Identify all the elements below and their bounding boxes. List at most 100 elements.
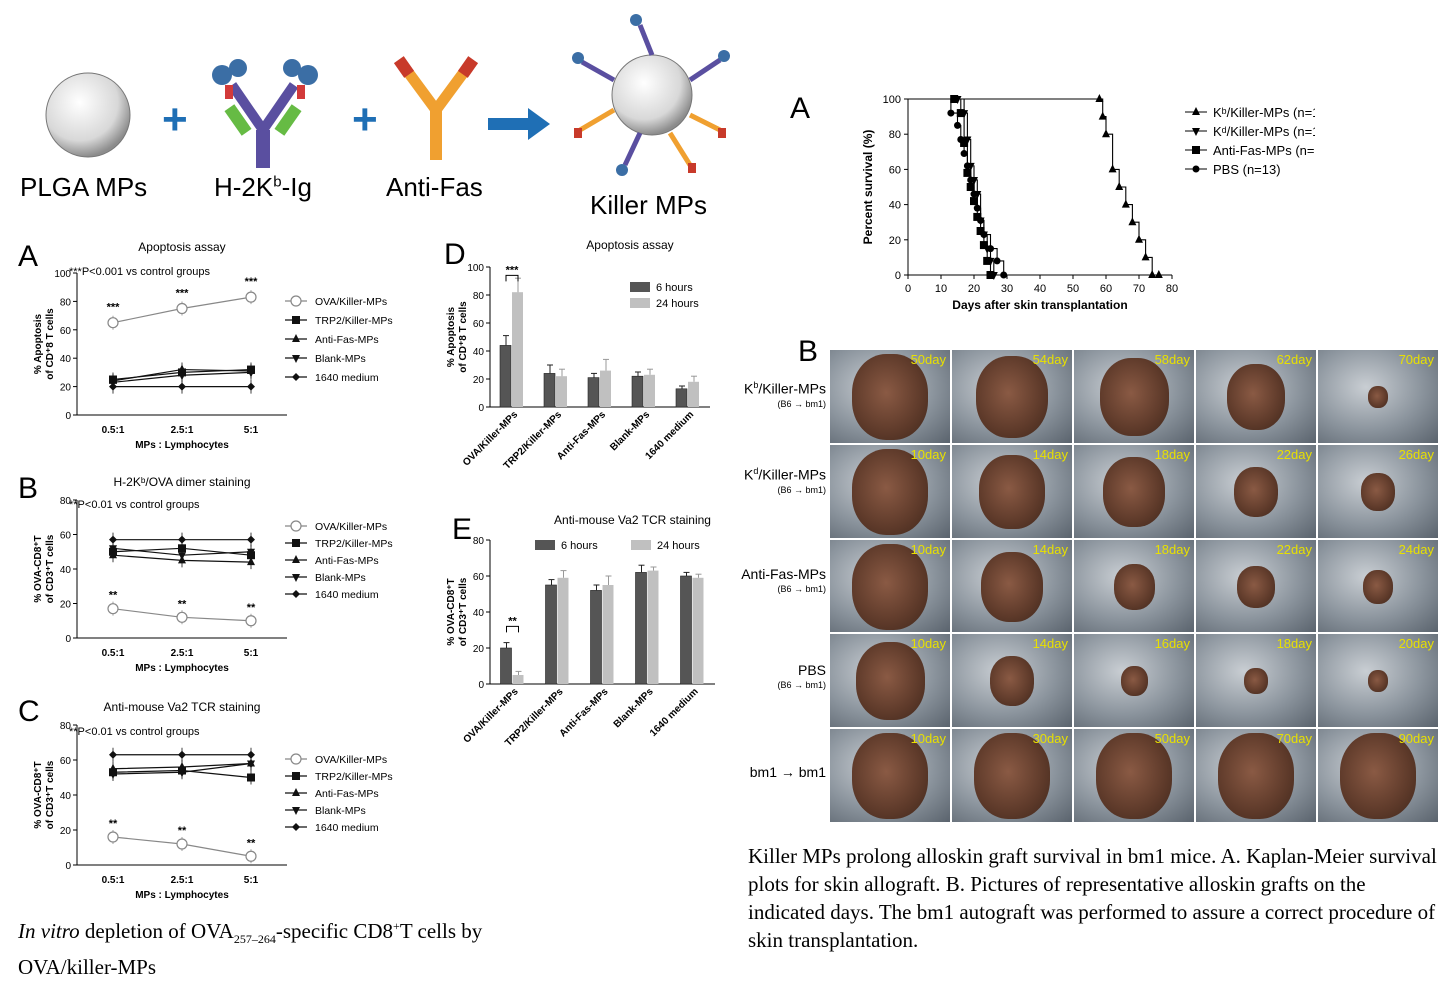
bar bbox=[692, 577, 704, 684]
survival-point bbox=[1135, 234, 1143, 243]
y-axis-label: % Apoptosisof CD⁺8 T cells bbox=[33, 308, 56, 380]
day-label: 30day bbox=[1032, 731, 1068, 747]
survival-step-line bbox=[908, 98, 992, 275]
panel-letter-right-b: B bbox=[798, 335, 819, 368]
skin-graft bbox=[974, 733, 1050, 820]
skin-graft bbox=[1362, 569, 1394, 604]
chart-title: Anti-mouse Va2 TCR staining bbox=[554, 513, 711, 527]
y-axis-label: % OVA-CD8⁺Tof CD3⁺T cells bbox=[33, 534, 56, 603]
graft-photo: 20day bbox=[1318, 634, 1438, 728]
caption-left: In vitro depletion of OVA257–264-specifi… bbox=[18, 919, 483, 980]
x-tick-label: 1640 medium bbox=[648, 686, 701, 739]
survival-point bbox=[973, 204, 981, 212]
panel-letter-right-a: A bbox=[790, 92, 811, 125]
skin-graft bbox=[1233, 466, 1279, 517]
skin-graft bbox=[1361, 472, 1395, 511]
survival-point bbox=[1102, 129, 1110, 138]
x-tick-label: 80 bbox=[1166, 283, 1178, 295]
legend-label: 1640 medium bbox=[315, 372, 379, 384]
x-tick-label: 2.5:1 bbox=[171, 648, 194, 659]
skin-graft bbox=[1237, 565, 1275, 608]
survival-point bbox=[1141, 252, 1150, 261]
graft-photo-grid: 50day 54day 58day 62day 70day 10day 14day 18day… bbox=[830, 350, 1438, 822]
significance-mark: *** bbox=[245, 276, 259, 288]
graft-row-label: Anti-Fas-MPs (B6 → bm1) bbox=[741, 566, 826, 594]
skin-graft bbox=[975, 356, 1049, 438]
y-tick-label: 100 bbox=[883, 94, 901, 106]
survival-point bbox=[1128, 217, 1137, 226]
skin-graft bbox=[989, 656, 1035, 707]
y-tick-label: 80 bbox=[889, 129, 901, 141]
x-tick-label: 20 bbox=[968, 283, 980, 295]
legend-marker bbox=[292, 355, 300, 363]
day-label: 22day bbox=[1276, 541, 1312, 557]
x-tick-label: 10 bbox=[935, 283, 947, 295]
significance-mark: ** bbox=[247, 602, 256, 614]
survival-point bbox=[957, 135, 965, 143]
chart-d-apoptosis-bars: Apoptosis assay 0 20 40 60 80 100 % Apoptosisof… bbox=[446, 238, 710, 472]
graft-photo: 22day bbox=[1196, 539, 1316, 633]
bar bbox=[557, 577, 569, 684]
day-label: 18day bbox=[1154, 541, 1190, 557]
significance-mark: ** bbox=[178, 825, 187, 837]
arrow-right-icon bbox=[488, 108, 550, 140]
legend-marker bbox=[292, 539, 300, 547]
bar bbox=[631, 375, 644, 408]
skin-graft bbox=[1099, 358, 1169, 436]
panel-letter-a: A bbox=[18, 240, 39, 273]
day-label: 24day bbox=[1398, 541, 1434, 557]
skin-graft bbox=[1218, 733, 1294, 820]
data-point bbox=[109, 771, 117, 779]
legend-marker bbox=[1192, 107, 1200, 115]
survival-point bbox=[963, 162, 971, 170]
legend-swatch bbox=[535, 540, 555, 550]
x-tick-label: 2.5:1 bbox=[171, 875, 194, 886]
graft-row-label: PBS (B6 → bm1) bbox=[777, 662, 826, 690]
data-point bbox=[245, 615, 257, 627]
skin-graft bbox=[979, 454, 1045, 529]
bar bbox=[635, 572, 647, 685]
chart-title: Anti-mouse Va2 TCR staining bbox=[104, 700, 261, 714]
survival-point bbox=[956, 109, 965, 118]
graft-photo: 10day bbox=[830, 444, 950, 538]
legend-label: TRP2/Killer-MPs bbox=[315, 538, 393, 550]
legend-marker bbox=[292, 590, 300, 598]
survival-point bbox=[986, 271, 995, 279]
y-tick-label: 60 bbox=[473, 572, 485, 583]
legend-label: Kᵇ/Killer-MPs (n=13) bbox=[1213, 105, 1315, 120]
graft-row-label: Kd/Killer-MPs (B6 → bm1) bbox=[743, 466, 826, 495]
y-tick-label: 60 bbox=[60, 756, 72, 767]
skin-graft bbox=[1226, 364, 1286, 430]
plus-sign-2: + bbox=[352, 95, 378, 144]
chart-e-va2-bars: Anti-mouse Va2 TCR staining 0 20 40 60 80 % OV… bbox=[446, 513, 715, 749]
legend-label: OVA/Killer-MPs bbox=[315, 521, 387, 533]
x-tick-label: 5:1 bbox=[244, 425, 259, 436]
legend-label: 6 hours bbox=[656, 282, 693, 294]
day-label: 10day bbox=[910, 446, 946, 462]
legend-marker bbox=[1192, 128, 1200, 136]
graft-photo: 24day bbox=[1318, 539, 1438, 633]
significance-note: **P<0.01 vs control groups bbox=[69, 726, 200, 738]
graft-photo: 50day bbox=[830, 350, 950, 443]
legend-label: Anti-Fas-MPs bbox=[315, 788, 379, 800]
significance-bracket bbox=[505, 274, 519, 282]
x-axis-label: MPs : Lymphocytes bbox=[135, 440, 229, 451]
bar bbox=[675, 388, 688, 408]
data-point bbox=[247, 369, 255, 378]
x-tick-label: 0.5:1 bbox=[102, 648, 125, 659]
y-tick-label: 40 bbox=[889, 200, 901, 212]
graft-photo: 30day bbox=[952, 729, 1072, 822]
day-label: 58day bbox=[1154, 352, 1190, 367]
data-point bbox=[247, 557, 255, 566]
skin-graft bbox=[1113, 563, 1155, 610]
y-axis-label-line: % Apoptosis bbox=[33, 313, 44, 374]
chart-b-dimer-staining: H-2Kᵇ/OVA dimer staining **P<0.01 vs cont… bbox=[33, 475, 393, 674]
data-point bbox=[109, 545, 117, 554]
plga-sphere-icon bbox=[45, 72, 131, 158]
graft-photo: 22day bbox=[1196, 444, 1316, 538]
graft-row-label: bm1 → bm1 bbox=[749, 764, 826, 780]
killer-mps-label: Killer MPs bbox=[590, 190, 708, 220]
survival-point bbox=[977, 216, 985, 224]
data-point bbox=[107, 603, 119, 615]
survival-point bbox=[983, 256, 992, 265]
